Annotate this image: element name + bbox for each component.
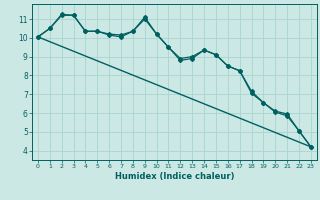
X-axis label: Humidex (Indice chaleur): Humidex (Indice chaleur)	[115, 172, 234, 181]
